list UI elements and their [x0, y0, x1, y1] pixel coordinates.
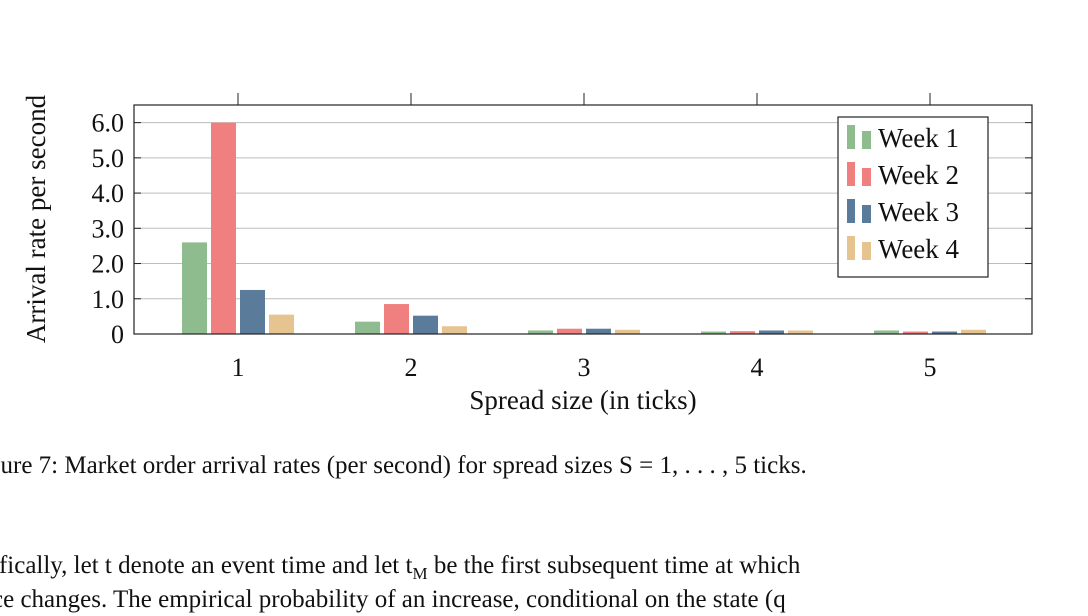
bar-week-1-3 — [528, 330, 553, 334]
x-tick-label: 3 — [578, 353, 591, 382]
y-tick-label: 3.0 — [92, 214, 125, 243]
legend-entry: Week 2 — [878, 160, 959, 190]
bar-week-3-5 — [932, 331, 957, 334]
legend-swatch — [847, 125, 855, 149]
legend-swatch-small — [862, 131, 871, 149]
bar-week-1-4 — [701, 331, 726, 334]
y-tick-label: 2.0 — [92, 250, 125, 279]
y-tick-label: 1.0 — [92, 285, 125, 314]
bars-group — [182, 122, 986, 334]
y-tick-label: 5.0 — [92, 144, 125, 173]
bar-week-4-5 — [961, 329, 986, 334]
y-tick-labels: 0 1.0 2.0 3.0 4.0 5.0 6.0 — [92, 109, 125, 349]
bar-week-3-2 — [413, 315, 438, 334]
bar-week-2-5 — [903, 331, 928, 334]
grid-lines — [134, 122, 1032, 300]
x-tick-label: 4 — [751, 353, 764, 382]
bar-week-3-1 — [240, 289, 265, 334]
legend-entry: Week 4 — [878, 234, 960, 264]
axis-ticks — [134, 93, 1032, 335]
bar-week-4-4 — [788, 330, 813, 334]
plot-frame — [133, 104, 1033, 335]
bar-week-2-4 — [730, 331, 755, 334]
legend-swatch — [847, 236, 855, 260]
body-text-line-1: ifically, let t denote an event time and… — [0, 552, 800, 584]
x-tick-label: 5 — [924, 353, 937, 382]
y-tick-label: 0 — [111, 320, 124, 349]
body-text-line-2: ce changes. The empirical probability of… — [0, 586, 786, 613]
x-tick-label: 2 — [405, 353, 418, 382]
bar-week-2-1 — [211, 122, 236, 334]
bar-week-2-2 — [384, 304, 409, 334]
y-tick-label: 4.0 — [92, 179, 125, 208]
x-tick-label: 1 — [232, 353, 245, 382]
bar-week-4-3 — [615, 329, 640, 334]
bar-week-1-2 — [355, 321, 380, 334]
legend-swatch — [847, 162, 855, 186]
bar-week-3-4 — [759, 330, 784, 334]
bar-week-4-2 — [442, 326, 467, 334]
legend-swatch — [847, 199, 855, 223]
figure-caption: gure 7: Market order arrival rates (per … — [0, 452, 807, 479]
bar-week-1-1 — [182, 242, 207, 334]
bar-week-3-3 — [586, 328, 611, 334]
legend-entry: Week 1 — [878, 123, 959, 153]
body-text-subscript: M — [412, 564, 428, 583]
legend-swatch-small — [862, 168, 871, 186]
legend-swatch-small — [862, 205, 871, 223]
y-tick-label: 6.0 — [92, 109, 125, 138]
body-text-line-1-start: ifically, let t denote an event time and… — [0, 552, 413, 579]
x-tick-labels: 1 2 3 4 5 — [232, 353, 937, 382]
body-text-line-1-end: be the first subsequent time at which — [427, 552, 801, 579]
bar-week-1-5 — [874, 330, 899, 334]
y-axis-label: Arrival rate per second — [21, 94, 51, 343]
bar-week-2-3 — [557, 328, 582, 334]
bar-week-4-1 — [269, 314, 294, 334]
legend-entry: Week 3 — [878, 197, 959, 227]
legend: Week 1 Week 2 Week 3 Week 4 — [837, 116, 989, 278]
x-axis-label: Spread size (in ticks) — [469, 385, 696, 415]
legend-swatch-small — [862, 242, 871, 260]
bar-chart: 0 1.0 2.0 3.0 4.0 5.0 6.0 1 2 3 4 5 Spread size (i… — [21, 93, 1033, 415]
